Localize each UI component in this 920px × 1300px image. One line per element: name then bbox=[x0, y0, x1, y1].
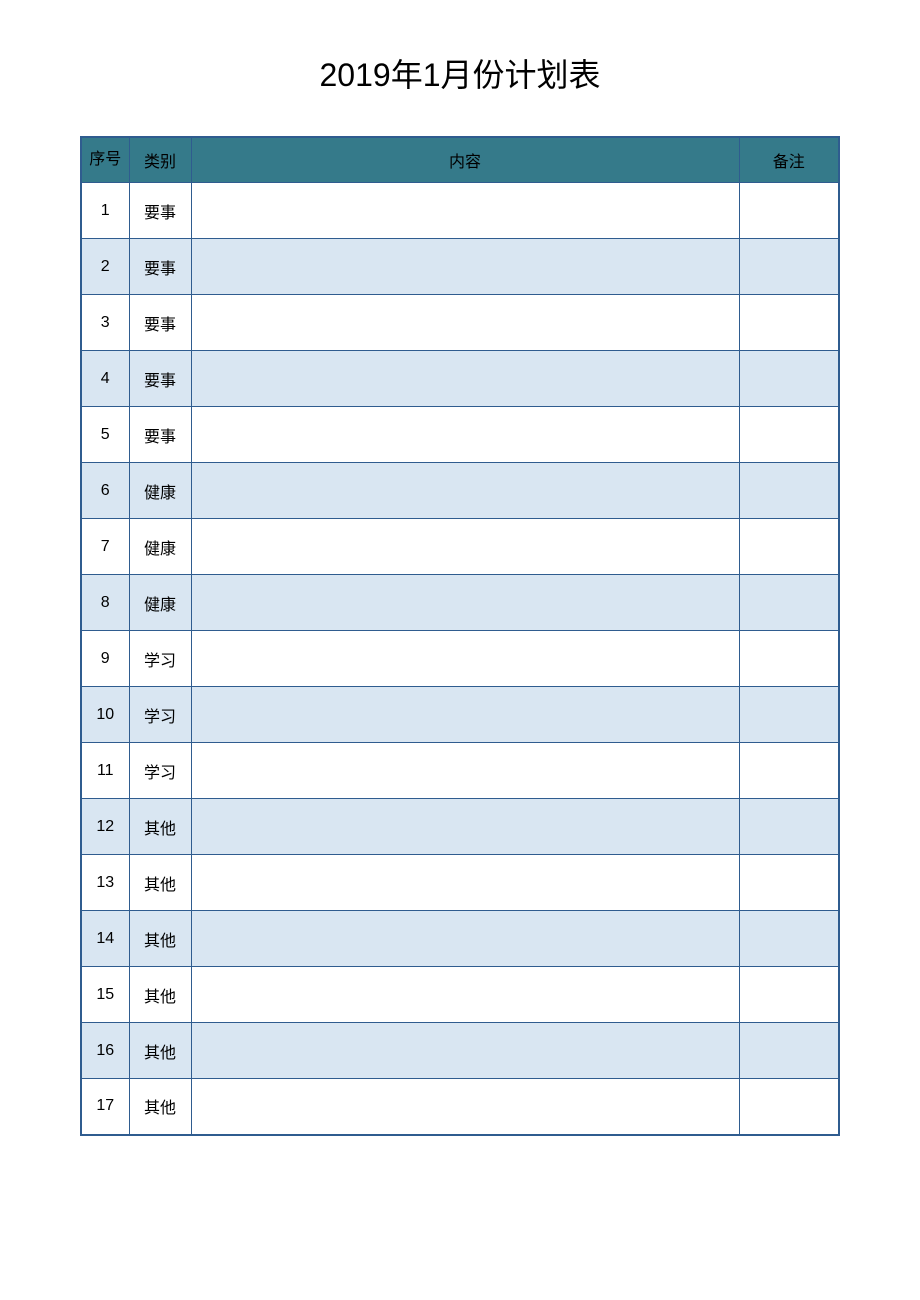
cell-seq: 11 bbox=[81, 743, 129, 799]
cell-category: 其他 bbox=[129, 1023, 191, 1079]
table-row: 12 其他 bbox=[81, 799, 839, 855]
table-row: 14 其他 bbox=[81, 911, 839, 967]
cell-content bbox=[191, 575, 739, 631]
cell-remark bbox=[739, 1023, 839, 1079]
table-row: 10 学习 bbox=[81, 687, 839, 743]
table-row: 7 健康 bbox=[81, 519, 839, 575]
cell-content bbox=[191, 407, 739, 463]
header-content: 内容 bbox=[191, 137, 739, 183]
cell-seq: 7 bbox=[81, 519, 129, 575]
cell-remark bbox=[739, 743, 839, 799]
table-row: 8 健康 bbox=[81, 575, 839, 631]
cell-content bbox=[191, 687, 739, 743]
cell-seq: 12 bbox=[81, 799, 129, 855]
cell-remark bbox=[739, 239, 839, 295]
cell-remark bbox=[739, 407, 839, 463]
cell-content bbox=[191, 1023, 739, 1079]
cell-category: 要事 bbox=[129, 183, 191, 239]
cell-seq: 17 bbox=[81, 1079, 129, 1135]
cell-remark bbox=[739, 295, 839, 351]
cell-remark bbox=[739, 687, 839, 743]
cell-seq: 4 bbox=[81, 351, 129, 407]
page-title: 2019年1月份计划表 bbox=[80, 50, 840, 96]
table-row: 16 其他 bbox=[81, 1023, 839, 1079]
table-row: 1 要事 bbox=[81, 183, 839, 239]
cell-content bbox=[191, 743, 739, 799]
cell-category: 学习 bbox=[129, 631, 191, 687]
table-row: 15 其他 bbox=[81, 967, 839, 1023]
cell-category: 学习 bbox=[129, 687, 191, 743]
cell-content bbox=[191, 295, 739, 351]
cell-category: 其他 bbox=[129, 1079, 191, 1135]
cell-seq: 13 bbox=[81, 855, 129, 911]
cell-remark bbox=[739, 463, 839, 519]
table-row: 11 学习 bbox=[81, 743, 839, 799]
cell-category: 其他 bbox=[129, 799, 191, 855]
cell-remark bbox=[739, 631, 839, 687]
cell-remark bbox=[739, 183, 839, 239]
table-row: 2 要事 bbox=[81, 239, 839, 295]
cell-seq: 8 bbox=[81, 575, 129, 631]
cell-seq: 6 bbox=[81, 463, 129, 519]
cell-content bbox=[191, 463, 739, 519]
cell-seq: 15 bbox=[81, 967, 129, 1023]
cell-content bbox=[191, 351, 739, 407]
cell-category: 学习 bbox=[129, 743, 191, 799]
cell-content bbox=[191, 519, 739, 575]
cell-category: 要事 bbox=[129, 295, 191, 351]
header-remark: 备注 bbox=[739, 137, 839, 183]
plan-table: 序号 类别 内容 备注 1 要事 2 要事 3 要事 4 要事 bbox=[80, 136, 840, 1136]
cell-seq: 1 bbox=[81, 183, 129, 239]
cell-content bbox=[191, 911, 739, 967]
table-row: 13 其他 bbox=[81, 855, 839, 911]
cell-remark bbox=[739, 799, 839, 855]
cell-remark bbox=[739, 855, 839, 911]
cell-category: 要事 bbox=[129, 239, 191, 295]
cell-seq: 9 bbox=[81, 631, 129, 687]
cell-content bbox=[191, 855, 739, 911]
cell-content bbox=[191, 967, 739, 1023]
cell-category: 要事 bbox=[129, 407, 191, 463]
cell-remark bbox=[739, 911, 839, 967]
table-row: 6 健康 bbox=[81, 463, 839, 519]
table-row: 17 其他 bbox=[81, 1079, 839, 1135]
cell-remark bbox=[739, 519, 839, 575]
cell-category: 健康 bbox=[129, 575, 191, 631]
table-row: 3 要事 bbox=[81, 295, 839, 351]
cell-remark bbox=[739, 575, 839, 631]
cell-content bbox=[191, 799, 739, 855]
cell-category: 其他 bbox=[129, 911, 191, 967]
header-category: 类别 bbox=[129, 137, 191, 183]
cell-content bbox=[191, 239, 739, 295]
cell-seq: 5 bbox=[81, 407, 129, 463]
table-row: 9 学习 bbox=[81, 631, 839, 687]
cell-category: 其他 bbox=[129, 967, 191, 1023]
header-seq: 序号 bbox=[81, 137, 129, 183]
cell-seq: 14 bbox=[81, 911, 129, 967]
table-header-row: 序号 类别 内容 备注 bbox=[81, 137, 839, 183]
cell-remark bbox=[739, 967, 839, 1023]
cell-seq: 2 bbox=[81, 239, 129, 295]
cell-category: 健康 bbox=[129, 463, 191, 519]
cell-category: 其他 bbox=[129, 855, 191, 911]
table-row: 4 要事 bbox=[81, 351, 839, 407]
cell-seq: 10 bbox=[81, 687, 129, 743]
cell-category: 健康 bbox=[129, 519, 191, 575]
cell-seq: 3 bbox=[81, 295, 129, 351]
table-row: 5 要事 bbox=[81, 407, 839, 463]
cell-remark bbox=[739, 1079, 839, 1135]
cell-category: 要事 bbox=[129, 351, 191, 407]
cell-content bbox=[191, 183, 739, 239]
cell-seq: 16 bbox=[81, 1023, 129, 1079]
cell-content bbox=[191, 1079, 739, 1135]
cell-content bbox=[191, 631, 739, 687]
cell-remark bbox=[739, 351, 839, 407]
table-body: 1 要事 2 要事 3 要事 4 要事 5 要事 bbox=[81, 183, 839, 1135]
